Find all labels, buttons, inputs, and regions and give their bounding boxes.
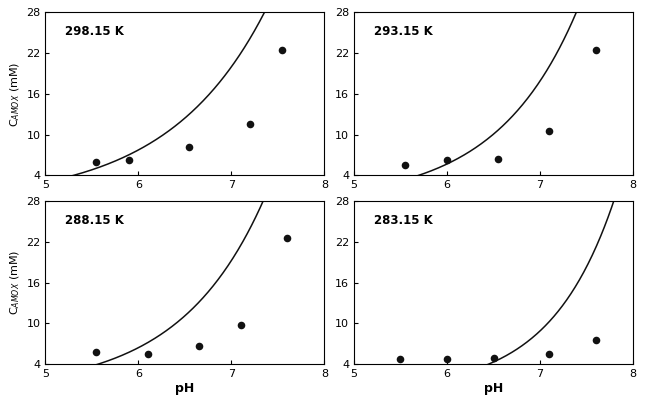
Text: 288.15 K: 288.15 K <box>64 214 124 227</box>
Point <box>544 128 555 134</box>
Point <box>235 322 246 328</box>
Point <box>194 343 204 349</box>
Point <box>91 349 101 355</box>
X-axis label: pH: pH <box>175 382 194 395</box>
Text: 298.15 K: 298.15 K <box>64 25 124 38</box>
X-axis label: pH: pH <box>484 382 503 395</box>
Point <box>143 351 153 357</box>
Point <box>544 351 555 357</box>
Text: 293.15 K: 293.15 K <box>373 25 432 38</box>
Point <box>124 157 134 164</box>
Point <box>277 46 288 53</box>
Point <box>244 121 255 128</box>
Point <box>442 355 452 362</box>
Y-axis label: C$_{AMOX}$ (mM): C$_{AMOX}$ (mM) <box>8 61 22 127</box>
Point <box>493 156 503 162</box>
Y-axis label: C$_{AMOX}$ (mM): C$_{AMOX}$ (mM) <box>8 250 22 315</box>
Point <box>184 143 195 150</box>
Point <box>488 355 499 361</box>
Point <box>395 355 406 362</box>
Text: 283.15 K: 283.15 K <box>373 214 432 227</box>
Point <box>400 162 410 168</box>
Point <box>442 156 452 163</box>
Point <box>91 158 101 165</box>
Point <box>591 337 601 343</box>
Point <box>591 46 601 53</box>
Point <box>282 235 292 242</box>
